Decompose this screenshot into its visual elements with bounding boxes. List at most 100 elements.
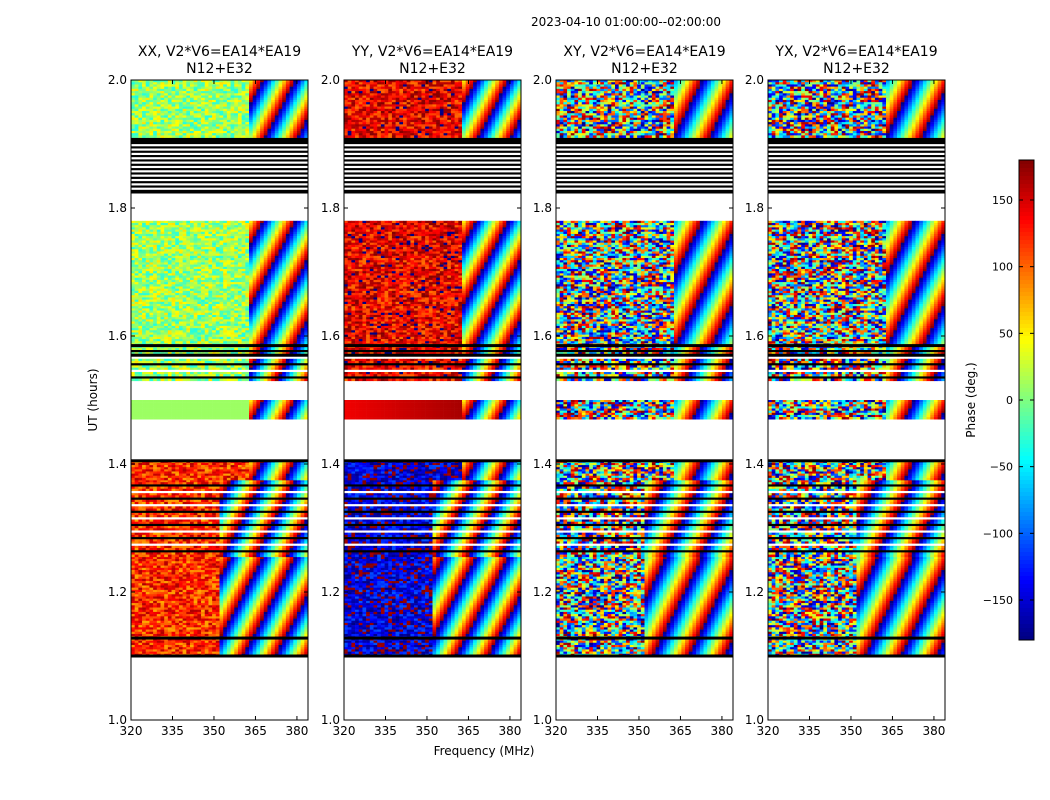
colorbar-segment [1019, 444, 1034, 449]
colorbar-segment [1019, 480, 1034, 485]
colorbar-tick-label: 100 [992, 261, 1013, 274]
colorbar-segment [1019, 252, 1034, 257]
y-tick-label: 1.0 [321, 713, 340, 727]
colorbar-segment [1019, 200, 1034, 205]
colorbar-segment [1019, 216, 1034, 221]
colorbar-segment [1019, 488, 1034, 493]
colorbar-segment [1019, 436, 1034, 441]
y-tick-label: 2.0 [108, 73, 127, 87]
y-tick-label: 1.8 [321, 201, 340, 215]
colorbar-segment [1019, 396, 1034, 401]
colorbar-segment [1019, 584, 1034, 589]
colorbar-segment [1019, 536, 1034, 541]
colorbar-segment [1019, 312, 1034, 317]
colorbar-segment [1019, 372, 1034, 377]
colorbar-segment [1019, 280, 1034, 285]
y-tick-label: 1.6 [321, 329, 340, 343]
colorbar-segment [1019, 232, 1034, 237]
panel-frame [130, 79, 309, 721]
colorbar-segment [1019, 548, 1034, 553]
colorbar-segment [1019, 464, 1034, 469]
y-tick-label: 1.4 [745, 457, 764, 471]
colorbar-segment [1019, 344, 1034, 349]
x-tick-label: 335 [798, 724, 821, 738]
colorbar-segment [1019, 432, 1034, 437]
x-tick-label: 320 [333, 724, 356, 738]
colorbar-segment [1019, 164, 1034, 169]
colorbar-segment [1019, 292, 1034, 297]
colorbar-segment [1019, 172, 1034, 177]
date-range-title: 2023-04-10 01:00:00--02:00:00 [531, 15, 721, 29]
panel-frame [767, 79, 946, 721]
colorbar-segment [1019, 272, 1034, 277]
y-tick-label: 2.0 [321, 73, 340, 87]
colorbar-segment [1019, 620, 1034, 625]
colorbar-segment [1019, 524, 1034, 529]
colorbar-segment [1019, 572, 1034, 577]
colorbar-segment [1019, 380, 1034, 385]
colorbar-segment [1019, 512, 1034, 517]
colorbar-segment [1019, 484, 1034, 489]
panel-title-line1: YY, V2*V6=EA14*EA19 [351, 44, 513, 60]
colorbar-segment [1019, 348, 1034, 353]
colorbar-tick-label: −150 [983, 594, 1013, 607]
y-tick-label: 1.8 [745, 201, 764, 215]
colorbar-segment [1019, 580, 1034, 585]
colorbar-segment [1019, 284, 1034, 289]
colorbar-segment [1019, 300, 1034, 305]
y-tick-label: 1.4 [108, 457, 127, 471]
colorbar-segment [1019, 596, 1034, 601]
colorbar-segment [1019, 520, 1034, 525]
colorbar-segment [1019, 552, 1034, 557]
colorbar-segment [1019, 212, 1034, 217]
colorbar-segment [1019, 636, 1034, 641]
x-tick-label: 350 [203, 724, 226, 738]
x-tick-label: 320 [545, 724, 568, 738]
x-tick-label: 335 [161, 724, 184, 738]
colorbar-tick-label: −50 [990, 461, 1013, 474]
colorbar-segment [1019, 376, 1034, 381]
y-tick-label: 1.6 [533, 329, 552, 343]
colorbar-segment [1019, 236, 1034, 241]
y-tick-label: 1.0 [108, 713, 127, 727]
colorbar-segment [1019, 248, 1034, 253]
y-tick-label: 1.8 [108, 201, 127, 215]
colorbar-segment [1019, 304, 1034, 309]
colorbar-segment [1019, 168, 1034, 173]
colorbar-segment [1019, 540, 1034, 545]
colorbar-segment [1019, 244, 1034, 249]
colorbar-segment [1019, 592, 1034, 597]
colorbar-segment [1019, 160, 1034, 165]
colorbar-segment [1019, 632, 1034, 637]
colorbar-segment [1019, 448, 1034, 453]
phase-waterfall-yx [768, 80, 946, 658]
phase-waterfall-xx [131, 80, 309, 658]
colorbar-segment [1019, 568, 1034, 573]
phase-waterfall-xy [556, 80, 734, 658]
colorbar-segment [1019, 472, 1034, 477]
colorbar-segment [1019, 336, 1034, 341]
colorbar-segment [1019, 408, 1034, 413]
colorbar-segment [1019, 516, 1034, 521]
colorbar-segment [1019, 308, 1034, 313]
colorbar-segment [1019, 452, 1034, 457]
x-axis-label: Frequency (MHz) [434, 744, 535, 758]
x-tick-label: 350 [628, 724, 651, 738]
x-tick-label: 380 [922, 724, 945, 738]
colorbar-segment [1019, 240, 1034, 245]
colorbar-segment [1019, 360, 1034, 365]
colorbar-segment [1019, 220, 1034, 225]
colorbar-segment [1019, 616, 1034, 621]
colorbar-segment [1019, 600, 1034, 605]
colorbar-segment [1019, 228, 1034, 233]
colorbar-segment [1019, 392, 1034, 397]
panel-title-line2: N12+E32 [611, 61, 678, 77]
colorbar-segment [1019, 276, 1034, 281]
colorbar: 150 100 50 0 −50 −100 −150 [983, 159, 1035, 641]
colorbar-segment [1019, 428, 1034, 433]
x-tick-label: 365 [244, 724, 267, 738]
